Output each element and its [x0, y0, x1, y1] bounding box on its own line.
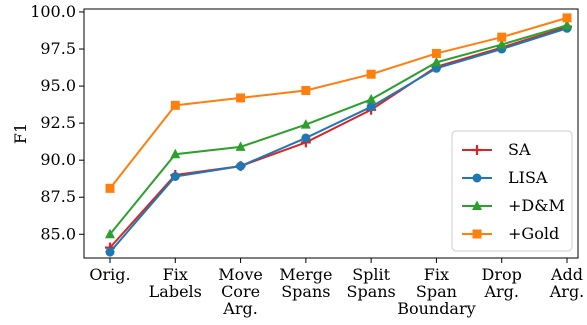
y-axis: 85.0 87.5 90.0 92.5 95.0 97.5 100.0 — [30, 2, 84, 243]
y-tick-label: 92.5 — [40, 113, 76, 132]
data-point — [366, 69, 376, 79]
x-tick-label-line: Split — [352, 265, 390, 284]
x-tick-label-line: Boundary — [397, 299, 475, 318]
x-tick-label-line: Spans — [347, 282, 396, 301]
legend-marker — [472, 145, 482, 155]
x-tick-label-line: Drop — [482, 265, 522, 284]
data-point — [301, 133, 311, 143]
legend-box — [451, 130, 573, 252]
legend-entry: LISA — [462, 168, 548, 187]
y-axis-title: F1 — [11, 123, 30, 144]
series-line — [109, 24, 568, 235]
legend-label: SA — [508, 140, 531, 159]
x-tick-label-line: Labels — [149, 282, 202, 301]
x-tick-label-line: Arg. — [222, 299, 258, 318]
x-tick-label-line: Add — [550, 265, 583, 284]
y-tick-label: 87.5 — [40, 187, 76, 206]
data-point — [497, 32, 507, 42]
x-tick-label-line: Core — [221, 282, 260, 301]
x-tick-label: Fix Span Boundary — [397, 265, 475, 318]
data-point — [431, 48, 441, 58]
x-tick-label: Split Spans — [347, 265, 396, 301]
legend-entry: SA — [462, 140, 531, 159]
legend-marker — [472, 173, 482, 183]
legend-entry: +Gold — [462, 224, 559, 243]
legend-marker — [472, 229, 482, 239]
legend-label: +Gold — [508, 224, 559, 243]
data-point — [431, 56, 442, 67]
x-tick-label: Move Core Arg. — [218, 265, 263, 318]
data-point — [105, 228, 115, 239]
x-tick-label-line: Fix — [424, 265, 449, 284]
data-point — [105, 247, 115, 257]
y-tick-label: 90.0 — [40, 150, 76, 169]
y-tick-label: 85.0 — [40, 224, 76, 243]
x-tick-label-line: Span — [416, 282, 457, 301]
series-layer — [105, 13, 572, 257]
x-tick-label: Drop Arg. — [482, 265, 522, 301]
series-line — [109, 27, 568, 253]
x-tick-label-line: Fix — [163, 265, 188, 284]
y-tick-label: 100.0 — [30, 2, 76, 21]
data-point — [236, 161, 246, 171]
series--gold — [105, 13, 572, 193]
x-tick-label: Fix Labels — [149, 265, 202, 301]
x-tick-label-line: Arg. — [549, 282, 585, 301]
x-tick-label: Merge Spans — [279, 265, 332, 301]
data-point — [562, 13, 572, 23]
y-tick-label: 97.5 — [40, 39, 76, 58]
x-tick-label-line: Merge — [279, 265, 332, 284]
x-tick-label-line: Spans — [281, 282, 330, 301]
plot-area — [83, 8, 579, 259]
data-point — [236, 93, 246, 103]
series--d-m — [105, 19, 572, 239]
legend-marker — [472, 200, 482, 210]
data-point — [170, 148, 181, 159]
data-point — [301, 86, 311, 96]
data-point — [300, 119, 311, 129]
legend-entry: +D&M — [462, 196, 565, 215]
x-tick-label-line: Arg. — [483, 282, 519, 301]
data-point — [170, 100, 180, 110]
data-point — [366, 102, 376, 112]
data-point — [496, 39, 507, 49]
data-point — [366, 93, 377, 104]
data-point — [235, 141, 246, 151]
series-line — [109, 16, 568, 189]
legend-label: LISA — [508, 168, 548, 187]
legend-label: +D&M — [508, 196, 565, 215]
legend: SA LISA +D&M +Gold — [451, 130, 573, 252]
data-point — [170, 171, 180, 181]
x-tick-label-line: Orig. — [89, 265, 130, 284]
data-point — [562, 19, 572, 30]
series-line — [109, 25, 568, 249]
x-tick-label: Add Arg. — [549, 265, 585, 301]
data-point — [105, 183, 115, 193]
y-tick-label: 95.0 — [40, 76, 76, 95]
x-tick-label: Orig. — [89, 265, 130, 284]
plot-frame — [83, 8, 579, 259]
x-tick-label-line: Move — [218, 265, 263, 284]
